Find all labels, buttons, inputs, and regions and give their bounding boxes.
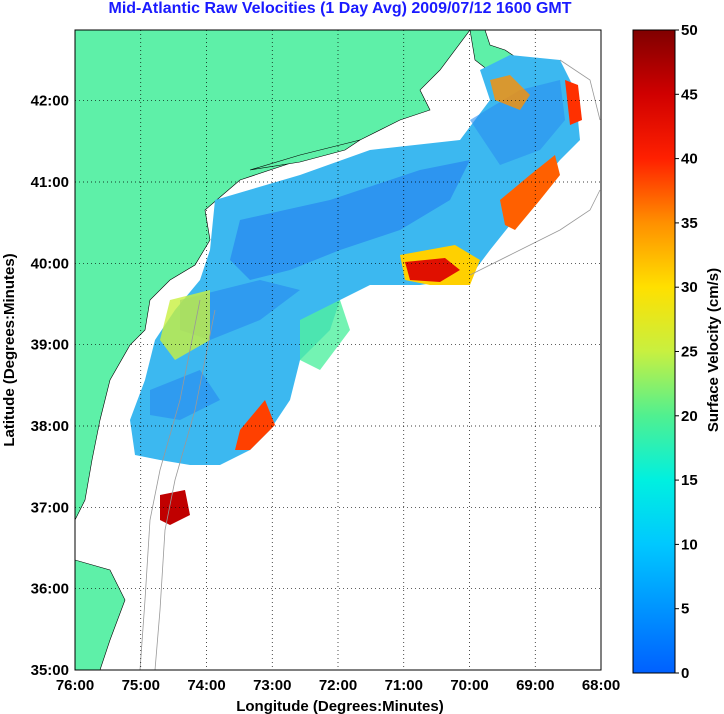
y-tick-label: 35:00	[31, 662, 69, 679]
colorbar-tick-label: 35	[681, 215, 698, 232]
colorbar-tick-label: 30	[681, 279, 698, 296]
land-mainland	[75, 30, 471, 521]
velocity-field	[130, 55, 582, 525]
x-tick-label: 68:00	[582, 677, 620, 694]
y-tick-label: 39:00	[31, 337, 69, 354]
y-tick-label: 36:00	[31, 581, 69, 598]
x-tick-label: 75:00	[122, 677, 160, 694]
x-tick-label: 71:00	[385, 677, 423, 694]
colorbar-tick-label: 45	[681, 86, 698, 103]
x-tick-label: 69:00	[516, 677, 554, 694]
y-tick-label: 40:00	[31, 255, 69, 272]
colorbar	[632, 29, 676, 674]
bathymetry-contours	[139, 59, 601, 670]
y-tick-label: 38:00	[31, 418, 69, 435]
x-tick-label: 76:00	[56, 677, 94, 694]
land-long-island	[249, 139, 361, 171]
map-title: Mid-Atlantic Raw Velocities (1 Day Avg) …	[108, 0, 572, 17]
y-axis-label: Latitude (Degrees:Minutes)	[1, 253, 18, 446]
y-axis-ticks: 35:00 36:00 37:00 38:00 39:00 40:00 41:00 42:00	[31, 93, 69, 679]
y-tick-label: 42:00	[31, 93, 69, 110]
colorbar-tick-label: 25	[681, 344, 698, 361]
grid-lines	[75, 30, 601, 670]
land-southern	[75, 559, 126, 670]
x-axis-label: Longitude (Degrees:Minutes)	[236, 698, 444, 714]
colorbar-tick-label: 0	[681, 665, 689, 682]
x-axis-ticks: 76:00 75:00 74:00 73:00 72:00 71:00 70:00 69:00…	[56, 677, 620, 694]
colorbar-tick-label: 50	[681, 22, 698, 39]
colorbar-label: Surface Velocity (cm/s)	[705, 268, 722, 432]
plot-frame	[74, 29, 602, 671]
colorbar-tick-label: 15	[681, 472, 698, 489]
colorbar-tick-label: 10	[681, 536, 698, 553]
colorbar-ticks: 0 5 10 15 20 25 30 35 40 45 50	[675, 22, 698, 682]
x-tick-label: 72:00	[319, 677, 357, 694]
colorbar-tick-label: 5	[681, 601, 689, 618]
x-tick-label: 74:00	[187, 677, 225, 694]
y-tick-label: 41:00	[31, 174, 69, 191]
colorbar-tick-label: 20	[681, 408, 698, 425]
colorbar-tick-label: 40	[681, 151, 698, 168]
y-tick-label: 37:00	[31, 499, 69, 516]
x-tick-label: 73:00	[253, 677, 291, 694]
x-tick-label: 70:00	[450, 677, 488, 694]
